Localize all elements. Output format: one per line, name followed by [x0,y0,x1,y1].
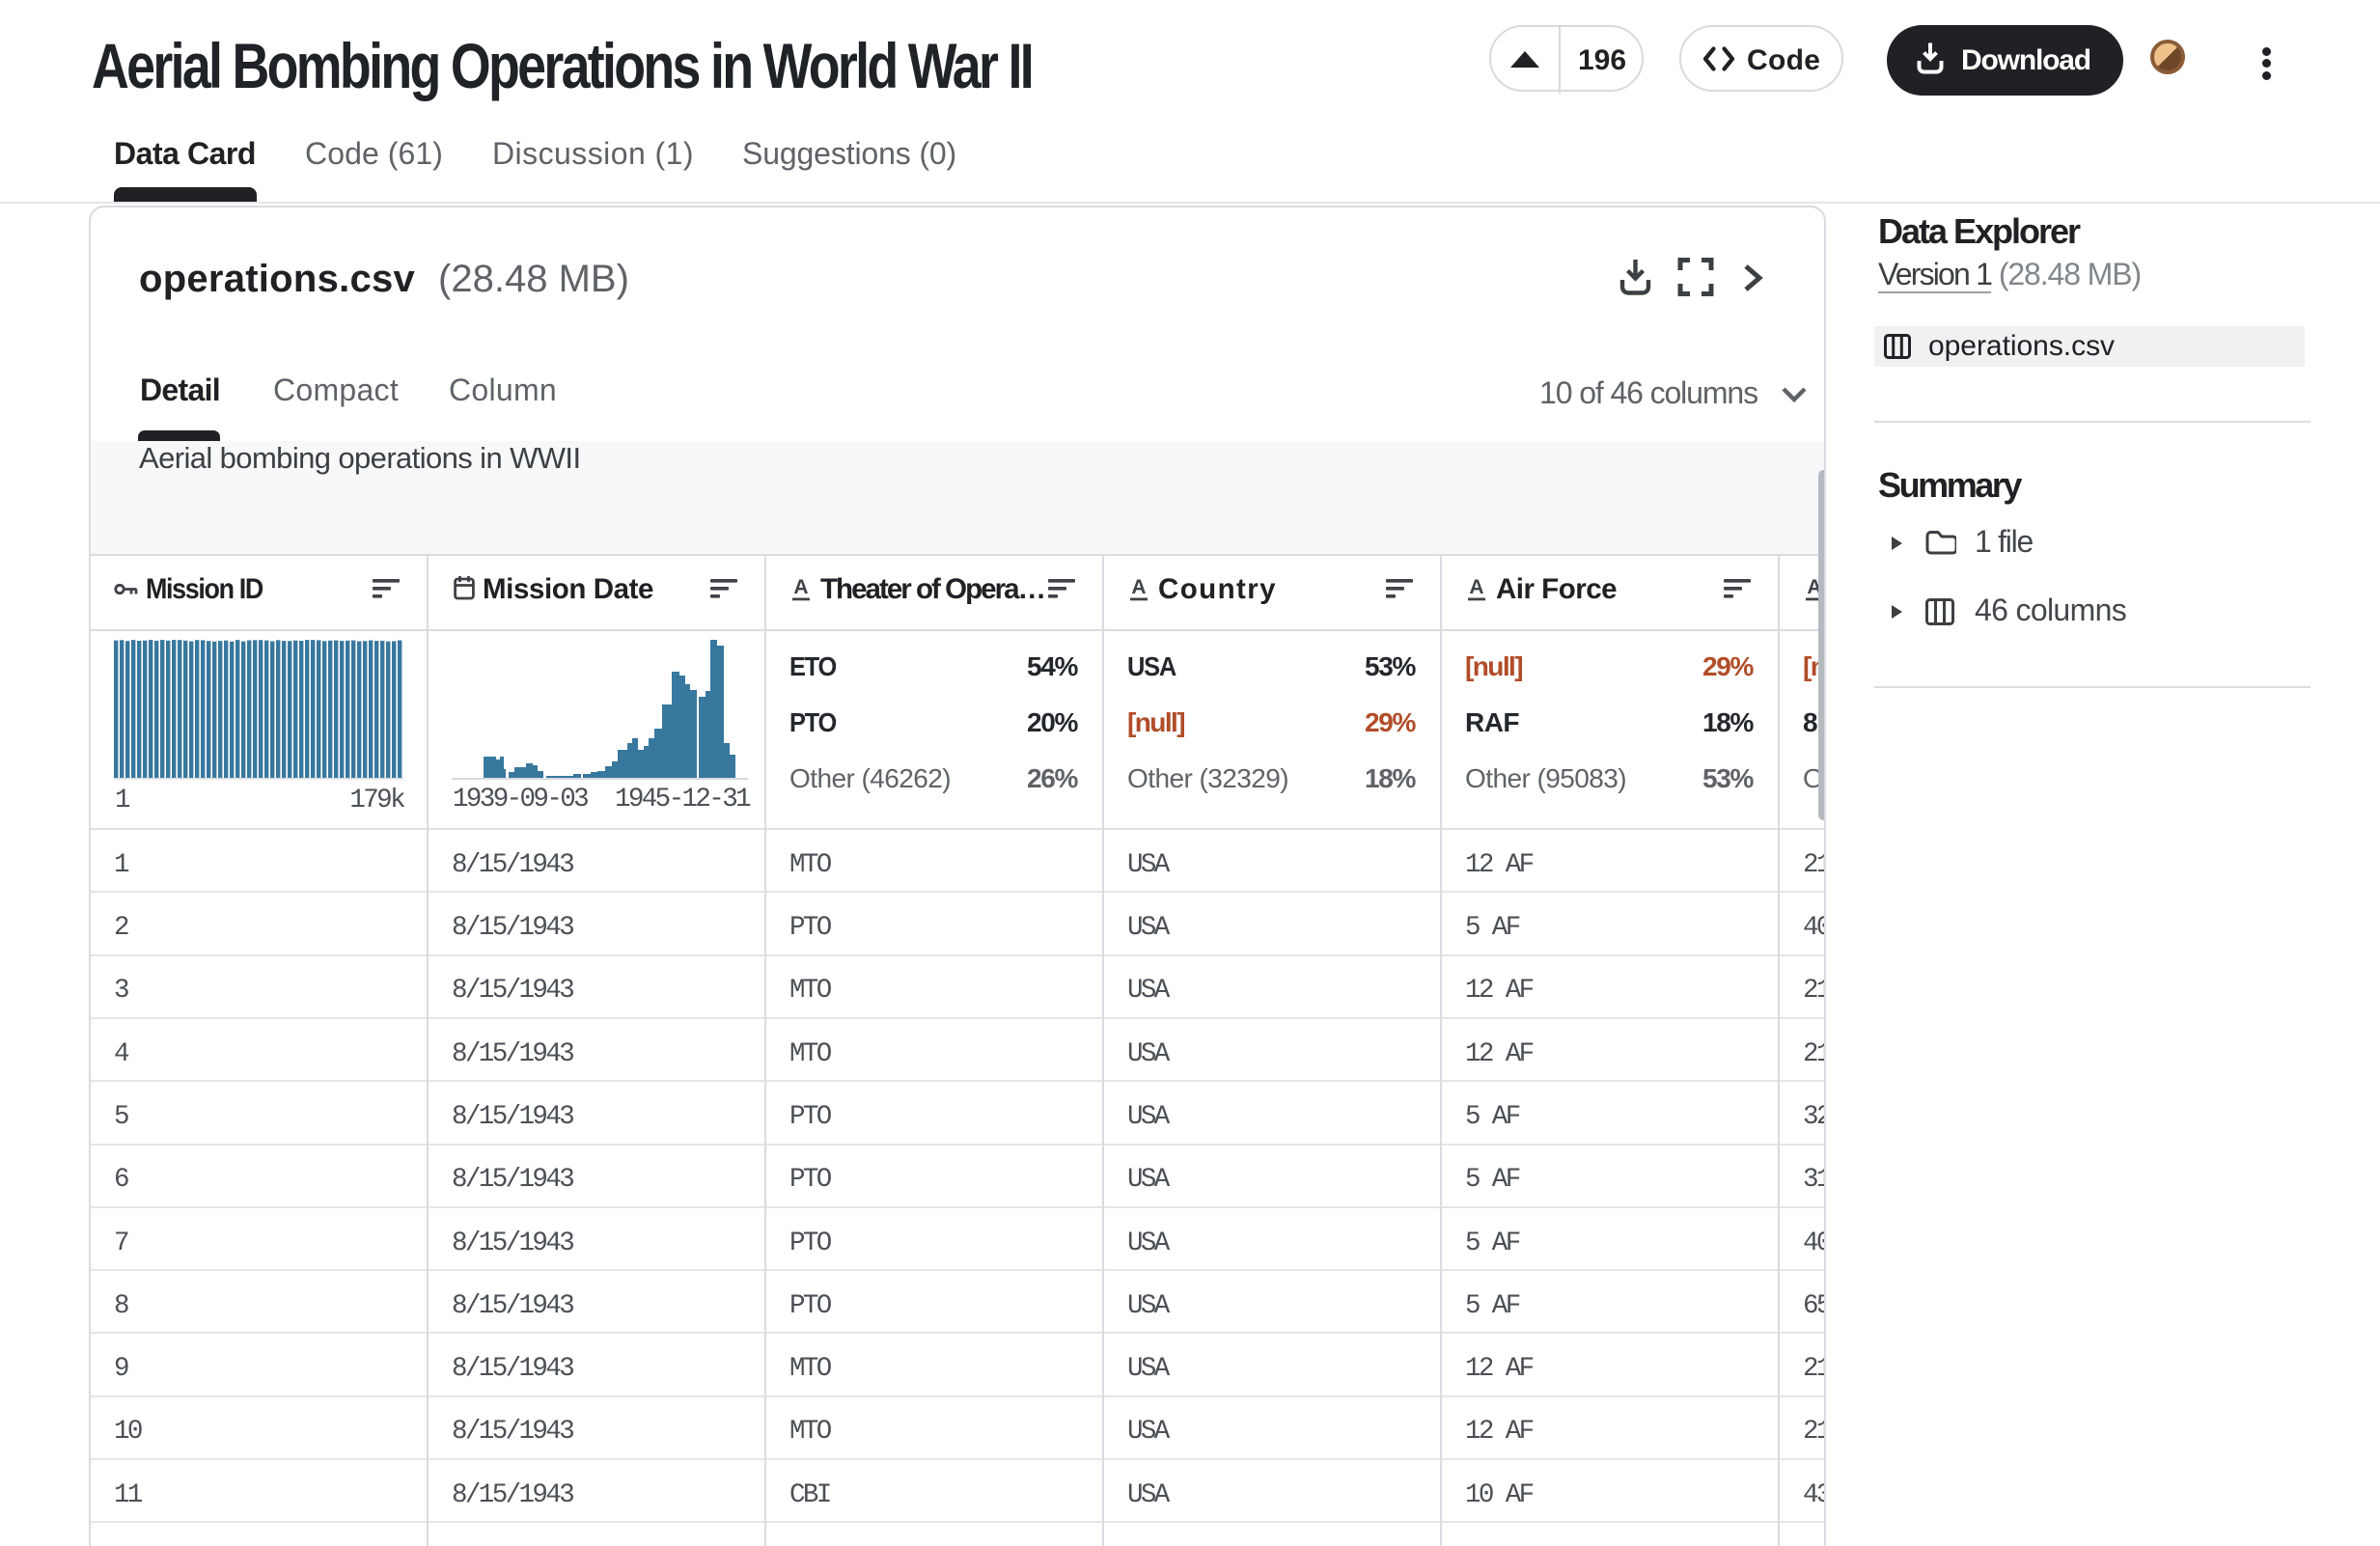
svg-text:A: A [1807,577,1821,598]
svg-text:A: A [1131,577,1146,598]
svg-text:A: A [793,577,808,598]
svg-text:A: A [1469,577,1483,598]
